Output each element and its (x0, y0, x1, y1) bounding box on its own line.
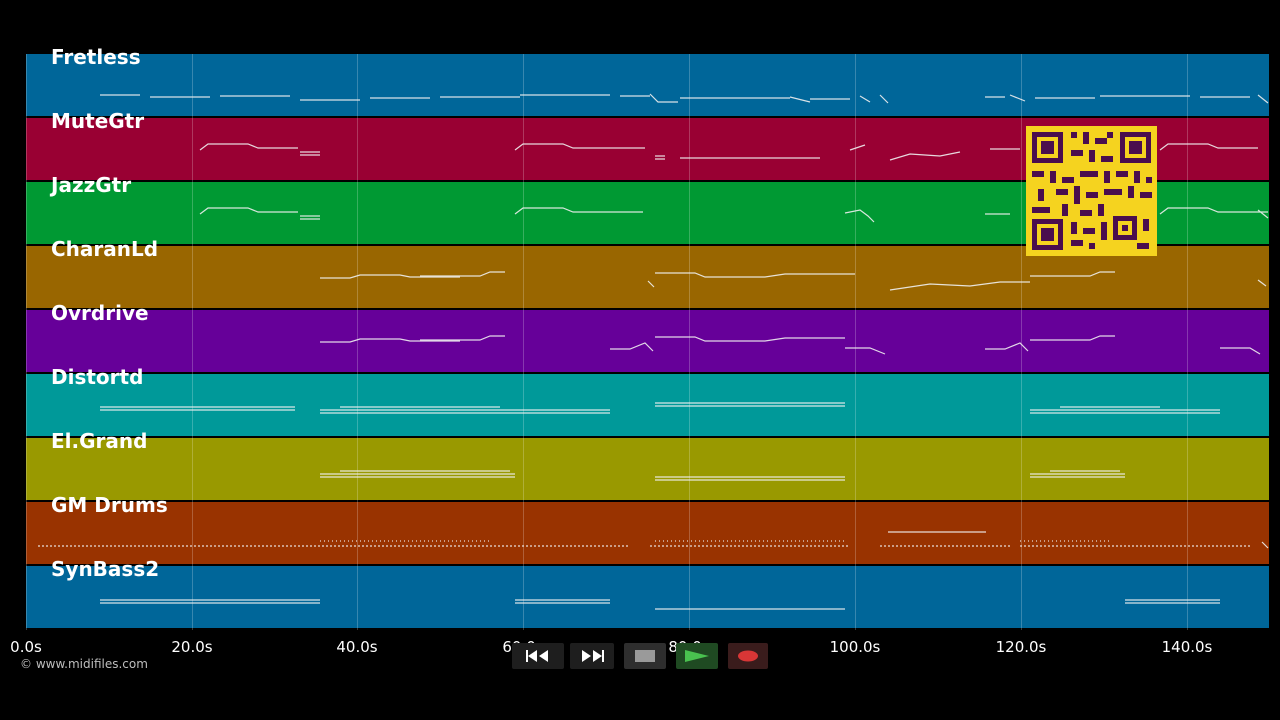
track-lane-elgrand (26, 438, 1269, 500)
gridline (689, 54, 690, 630)
stop-icon (635, 650, 655, 662)
time-tick: 140.0s (1161, 638, 1213, 656)
time-tick: 120.0s (995, 638, 1047, 656)
qr-code-image[interactable] (1026, 126, 1157, 256)
track-name-jazzgtr: JazzGtr (51, 173, 132, 197)
time-tick: 40.0s (336, 638, 378, 656)
rewind-icon (526, 650, 548, 662)
track-name-ovrdrive: Ovrdrive (51, 301, 149, 325)
track-name-fretless: Fretless (51, 45, 141, 69)
gridline (1187, 54, 1188, 630)
time-tick: 20.0s (171, 638, 213, 656)
gridline (26, 54, 27, 630)
rewind-button[interactable] (512, 643, 564, 669)
track-name-gmdrums: GM Drums (51, 493, 168, 517)
track-lane-ovrdrive (26, 310, 1269, 372)
track-lane-fretless (26, 54, 1269, 116)
time-tick: 0.0s (10, 638, 42, 656)
track-name-charanld: CharanLd (51, 237, 159, 261)
gridline (192, 54, 193, 630)
track-lane-gmdrums (26, 502, 1269, 564)
gridline (1021, 54, 1022, 630)
gridline (523, 54, 524, 630)
record-icon (738, 650, 758, 662)
stop-button[interactable] (624, 643, 666, 669)
time-tick: 100.0s (829, 638, 881, 656)
track-lane-distortd (26, 374, 1269, 436)
fast-forward-icon (582, 650, 604, 662)
gridline (855, 54, 856, 630)
fast-forward-button[interactable] (570, 643, 614, 669)
track-lane-synbass2 (26, 566, 1269, 628)
gridline (357, 54, 358, 630)
track-name-distortd: Distortd (51, 365, 144, 389)
play-button[interactable] (676, 643, 718, 669)
track-name-synbass2: SynBass2 (51, 557, 160, 581)
copyright-text: © www.midifiles.com (20, 657, 148, 671)
track-name-elgrand: El.Grand (51, 429, 148, 453)
record-button[interactable] (728, 643, 768, 669)
play-icon (685, 650, 709, 662)
track-name-mutegtr: MuteGtr (51, 109, 145, 133)
